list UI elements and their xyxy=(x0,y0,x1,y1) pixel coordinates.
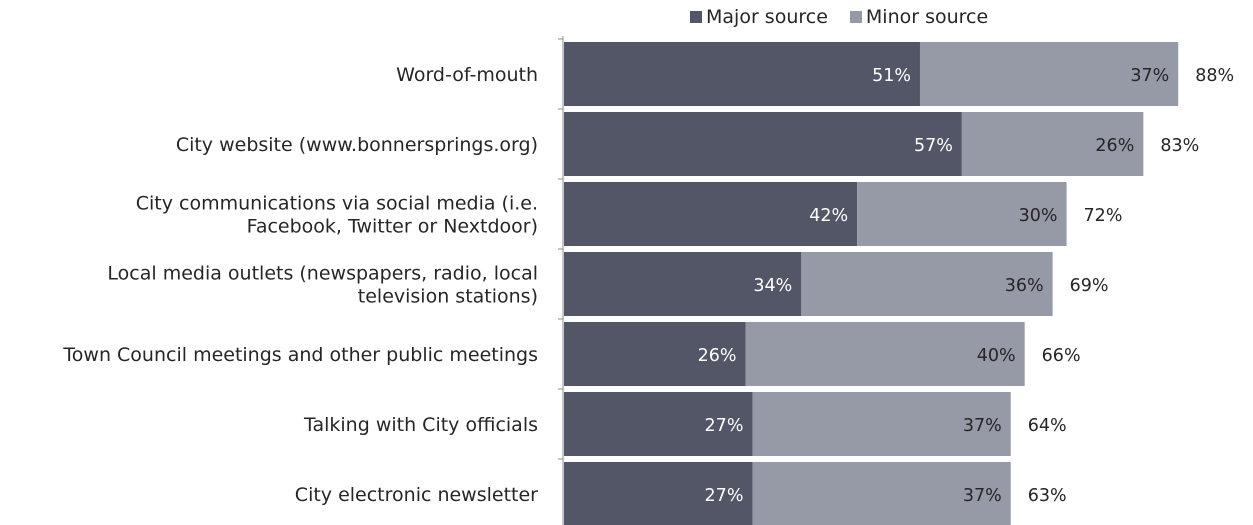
data-label-total: 72% xyxy=(1084,206,1123,226)
data-label-total: 64% xyxy=(1028,416,1067,436)
plot-area: Word-of-mouth 51% 37% 88% City website (www.… xyxy=(62,36,1234,525)
data-label-major: 26% xyxy=(698,346,737,366)
bar-major-source xyxy=(564,392,753,456)
data-label-total: 63% xyxy=(1028,486,1067,506)
data-label-major: 27% xyxy=(705,486,744,506)
category-label: Talking with City officials xyxy=(303,414,538,436)
category-label-line: City communications via social media (i.… xyxy=(136,193,538,215)
bar-major-source xyxy=(564,112,962,176)
data-label-minor: 36% xyxy=(1005,276,1044,296)
legend-label-minor: Minor source xyxy=(865,6,989,28)
category-label: City website (www.bonnersprings.org) xyxy=(176,134,538,156)
bar-minor-source xyxy=(745,322,1025,386)
category-label: Town Council meetings and other public m… xyxy=(62,344,538,366)
bar-major-source xyxy=(564,322,746,386)
data-label-minor: 26% xyxy=(1095,136,1134,156)
bar-minor-source xyxy=(801,252,1053,316)
category-label: Local media outlets (newspapers, radio, … xyxy=(107,263,538,308)
bar-minor-source xyxy=(752,462,1011,525)
category-label-line: Town Council meetings and other public m… xyxy=(62,344,538,366)
bar-minor-source xyxy=(752,392,1011,456)
legend-label-major: Major source xyxy=(706,6,828,28)
chart-legend: Major source Minor source xyxy=(690,6,1010,28)
data-label-total: 66% xyxy=(1042,346,1081,366)
data-label-major: 51% xyxy=(872,66,911,86)
legend-swatch-minor xyxy=(849,11,862,23)
bar-major-source xyxy=(564,462,753,525)
bar-minor-source xyxy=(961,112,1144,176)
bar-major-source xyxy=(564,42,920,106)
legend-item-major: Major source xyxy=(690,6,828,28)
data-label-major: 42% xyxy=(809,206,848,226)
category-label-line: Talking with City officials xyxy=(303,414,538,436)
category-label: Word-of-mouth xyxy=(396,64,538,86)
category-label-line: Word-of-mouth xyxy=(396,64,538,86)
category-label-line: City website (www.bonnersprings.org) xyxy=(176,134,538,156)
category-label-line: Local media outlets (newspapers, radio, … xyxy=(107,263,538,285)
category-label-line: Facebook, Twitter or Nextdoor) xyxy=(247,216,538,238)
data-label-major: 34% xyxy=(753,276,792,296)
legend-swatch-major xyxy=(690,11,702,23)
category-label: City communications via social media (i.… xyxy=(136,193,538,238)
data-label-total: 88% xyxy=(1195,66,1234,86)
data-label-minor: 30% xyxy=(1019,206,1058,226)
bar-major-source xyxy=(564,182,858,246)
data-label-minor: 37% xyxy=(963,486,1002,506)
category-label-line: City electronic newsletter xyxy=(295,484,538,506)
data-label-minor: 37% xyxy=(1130,66,1169,86)
data-label-major: 27% xyxy=(705,416,744,436)
data-label-minor: 40% xyxy=(977,346,1016,366)
bar-major-source xyxy=(564,252,802,316)
bar-minor-source xyxy=(857,182,1067,246)
category-label-line: television stations) xyxy=(358,286,538,308)
legend-item-minor: Minor source xyxy=(849,6,989,28)
data-label-total: 69% xyxy=(1070,276,1109,296)
data-label-minor: 37% xyxy=(963,416,1002,436)
data-label-major: 57% xyxy=(914,136,953,156)
category-label: City electronic newsletter xyxy=(295,484,538,506)
bar-minor-source xyxy=(919,42,1179,106)
data-label-total: 83% xyxy=(1160,136,1199,156)
